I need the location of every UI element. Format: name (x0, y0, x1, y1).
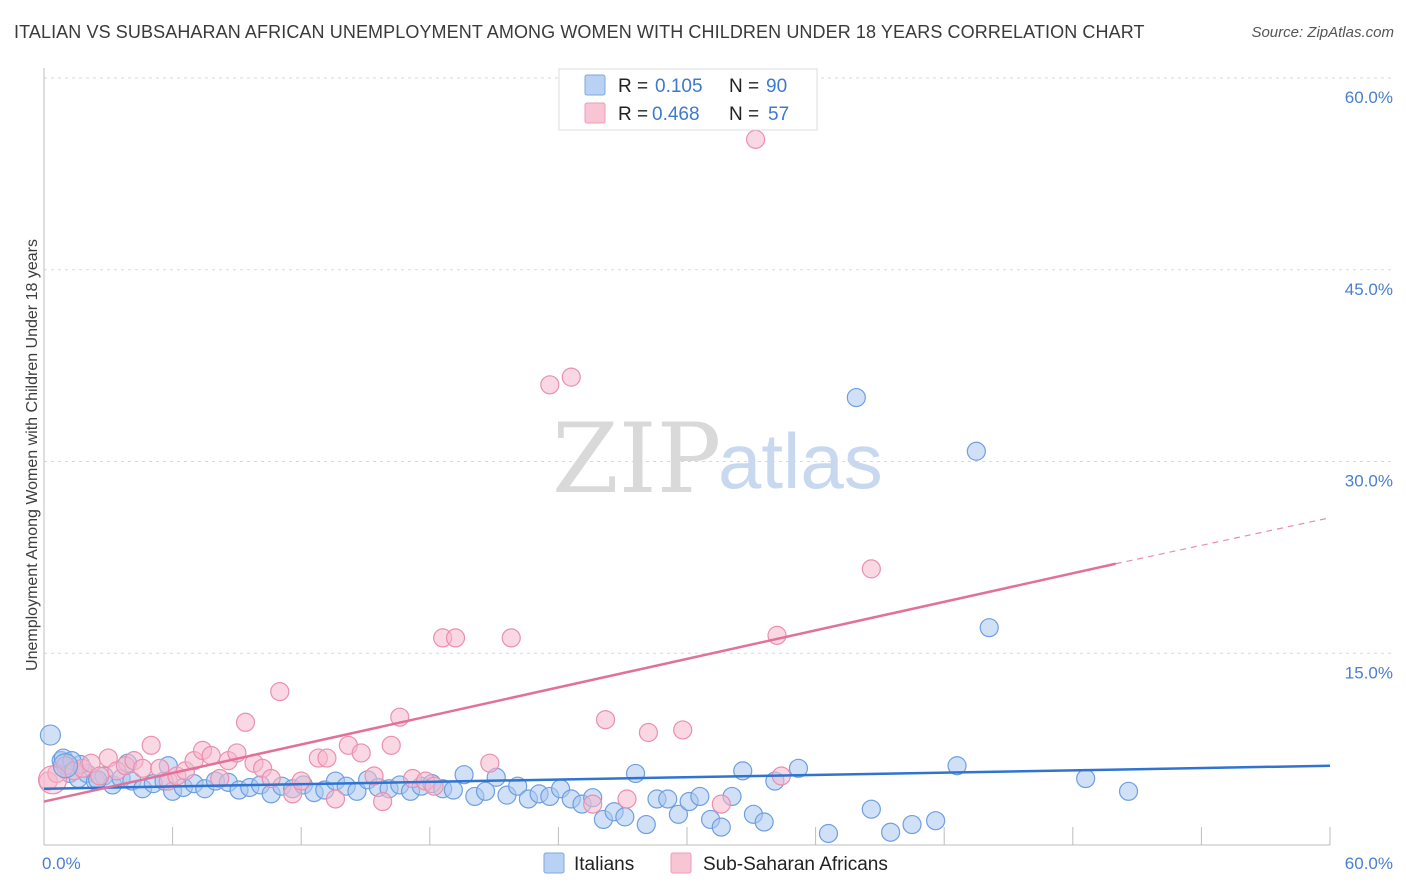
subsaharan-point (595, 710, 616, 730)
data-points (37, 129, 1139, 844)
subsaharan-point (540, 375, 560, 395)
italians-point (1076, 768, 1096, 789)
subsaharan-point (583, 794, 603, 814)
italians-point (818, 823, 839, 844)
axes (43, 68, 1331, 846)
legend-n-label-1: N = (729, 76, 759, 97)
italians-point (52, 753, 79, 779)
italians-point (454, 765, 474, 785)
y-tick-label-3: 60.0% (1345, 88, 1393, 107)
bottom-legend-label-subsaharan: Sub-Saharan Africans (703, 854, 888, 875)
italians-point (625, 763, 646, 784)
subsaharan-point (235, 712, 256, 732)
italians-point (443, 780, 463, 800)
italians-point (39, 724, 62, 746)
italians-point (861, 799, 881, 819)
y-tick-label-1: 30.0% (1345, 472, 1393, 491)
subsaharan-point (424, 776, 444, 796)
x-tick-label-0: 0.0% (42, 854, 81, 873)
italians-point (1118, 781, 1139, 801)
x-tick-label-1: 60.0% (1345, 854, 1393, 873)
subsaharan-point (861, 559, 881, 579)
subsaharan-point (364, 766, 384, 786)
subsaharan-point (210, 768, 230, 789)
subsaharan-point (141, 735, 161, 755)
subsaharan-point (325, 789, 346, 809)
italians-point (711, 817, 731, 837)
y-tick-label-0: 15.0% (1345, 663, 1393, 682)
trend-line-subsaharan-extension (1115, 517, 1331, 565)
italians-point (475, 781, 496, 801)
italians-point (636, 814, 656, 835)
legend-r-value-1: 0.105 (655, 76, 703, 97)
subsaharan-point (261, 768, 281, 789)
subsaharan-point (711, 794, 731, 814)
subsaharan-point (90, 766, 110, 786)
subsaharan-point (291, 771, 311, 791)
legend: R = 0.105 N = 90 R = 0.468 N = 57 (558, 68, 818, 131)
italians-point (754, 812, 774, 832)
y-tick-label-2: 45.0% (1345, 280, 1393, 299)
bottom-legend-label-italians: Italians (574, 854, 634, 875)
source-label: Source: ZipAtlas.com (1251, 24, 1394, 41)
italians-point (615, 807, 635, 827)
legend-n-value-1: 90 (766, 76, 787, 97)
legend-n-label-2: N = (729, 104, 759, 125)
bottom-legend-swatch-italians (543, 852, 565, 874)
subsaharan-point (480, 753, 500, 773)
legend-n-value-2: 57 (768, 104, 789, 125)
italians-point (658, 789, 678, 809)
subsaharan-point (381, 735, 401, 755)
trend-lines (43, 517, 1331, 803)
italians-point (881, 822, 901, 842)
legend-r-value-2: 0.468 (652, 104, 700, 125)
italians-point (926, 811, 946, 831)
subsaharan-point (132, 758, 153, 778)
italians-point (788, 758, 809, 778)
italians-point (966, 441, 986, 461)
italians-point (947, 756, 967, 776)
watermark-zip: ZIP (552, 403, 721, 515)
bottom-legend-swatch-subsaharan (670, 852, 692, 874)
chart-title: ITALIAN VS SUBSAHARAN AFRICAN UNEMPLOYME… (14, 22, 1145, 42)
subsaharan-point (617, 789, 637, 809)
italians-point (690, 786, 710, 807)
subsaharan-point (351, 743, 371, 763)
legend-swatch-subsaharan (584, 102, 606, 124)
subsaharan-point (501, 628, 521, 648)
subsaharan-point (561, 367, 581, 387)
subsaharan-point (673, 720, 693, 740)
legend-r-label-1: R = (618, 76, 648, 97)
subsaharan-point (767, 625, 787, 645)
subsaharan-point (745, 129, 766, 149)
subsaharan-point (317, 748, 337, 768)
tick-labels: 15.0% 30.0% 45.0% 60.0% 0.0% 60.0% (42, 88, 1393, 873)
subsaharan-point (37, 765, 68, 795)
italians-point (979, 618, 999, 638)
watermark-atlas: atlas (718, 417, 883, 505)
watermark: ZIP atlas (552, 403, 883, 515)
italians-point (508, 776, 528, 796)
trend-line-subsaharan (43, 562, 1116, 803)
subsaharan-point (445, 628, 466, 648)
grid-lines (44, 77, 1392, 654)
legend-swatch-italians (584, 74, 606, 96)
italians-point (902, 814, 922, 835)
subsaharan-point (270, 681, 290, 702)
bottom-legend: Italians Sub-Saharan Africans (543, 852, 888, 875)
legend-r-label-2: R = (618, 104, 648, 125)
trend-line-italians (43, 764, 1331, 791)
subsaharan-point (373, 791, 393, 812)
italians-point (668, 804, 689, 824)
italians-point (846, 387, 866, 408)
subsaharan-point (638, 722, 659, 743)
y-axis-label: Unemployment Among Women with Children U… (24, 239, 41, 671)
